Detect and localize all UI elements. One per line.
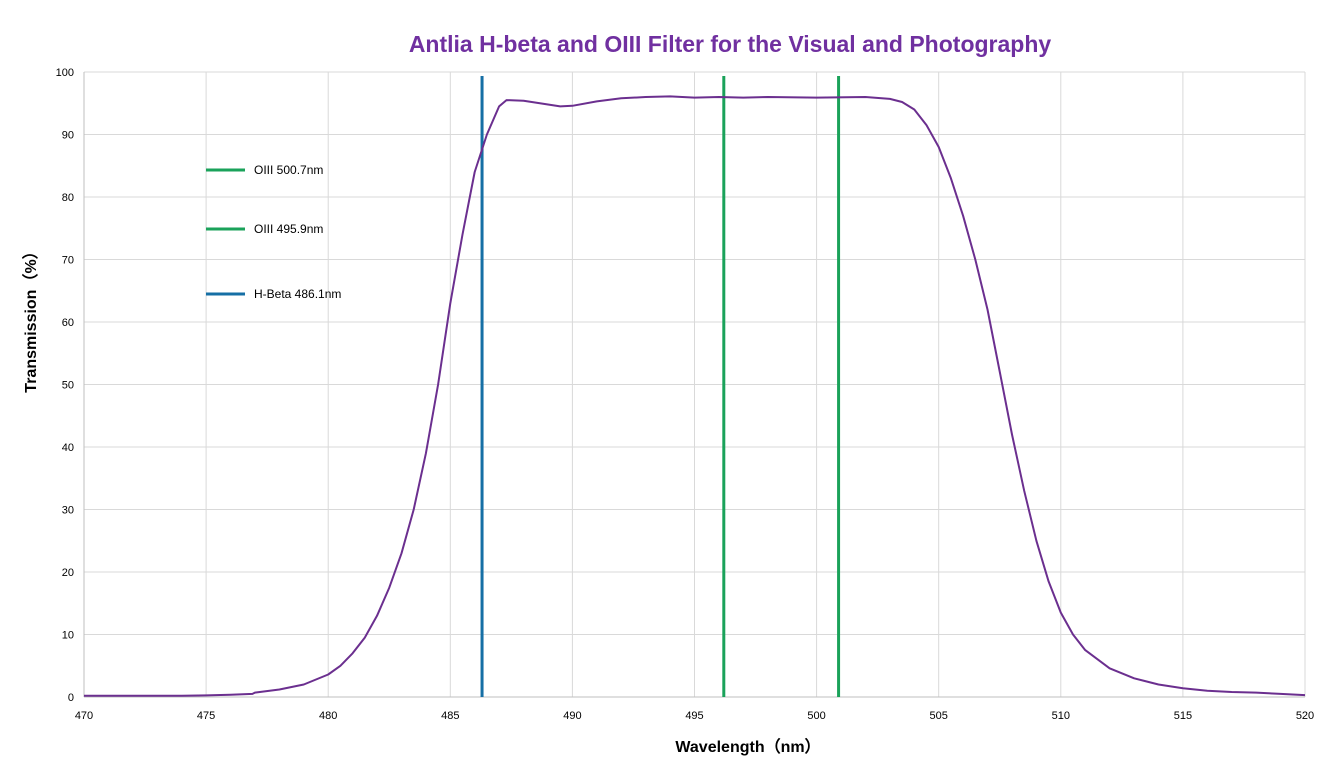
x-tick-label: 515: [1174, 710, 1192, 722]
x-tick-label: 480: [319, 710, 337, 722]
y-tick-label: 60: [62, 317, 74, 329]
y-axis-title: Transmission（%）: [22, 243, 40, 392]
emission-line-markers: [480, 76, 841, 697]
y-tick-label: 40: [62, 442, 74, 454]
y-tick-label: 80: [62, 192, 74, 204]
x-tick-label: 475: [197, 710, 215, 722]
y-tick-label: 100: [56, 67, 74, 79]
legend: OIII 500.7nm OIII 495.9nm H-Beta 486.1nm: [206, 163, 341, 301]
legend-label: H-Beta 486.1nm: [254, 287, 341, 301]
y-tick-label: 30: [62, 505, 74, 517]
legend-label: OIII 500.7nm: [254, 163, 323, 177]
transmission-curve: [84, 95, 1306, 697]
x-tick-label: 520: [1296, 710, 1314, 722]
axes: 470 475 480 485 490 495 500 505 510 515 520 0 10 20 30…: [56, 67, 1315, 722]
x-tick-label: 470: [75, 710, 93, 722]
x-axis-title: Wavelength（nm）: [675, 738, 820, 756]
y-tick-label: 20: [62, 567, 74, 579]
y-tick-label: 90: [62, 130, 74, 142]
x-tick-label: 500: [807, 710, 825, 722]
legend-label: OIII 495.9nm: [254, 222, 323, 236]
series-layer: [84, 95, 1306, 697]
y-tick-label: 0: [68, 692, 74, 704]
x-tick-label: 510: [1052, 710, 1070, 722]
x-tick-label: 505: [930, 710, 948, 722]
y-tick-label: 70: [62, 255, 74, 267]
x-tick-label: 495: [685, 710, 703, 722]
y-tick-label: 10: [62, 630, 74, 642]
x-tick-label: 485: [441, 710, 459, 722]
x-tick-label: 490: [563, 710, 581, 722]
y-tick-label: 50: [62, 380, 74, 392]
chart-title: Antlia H-beta and OIII Filter for the Vi…: [409, 31, 1052, 57]
